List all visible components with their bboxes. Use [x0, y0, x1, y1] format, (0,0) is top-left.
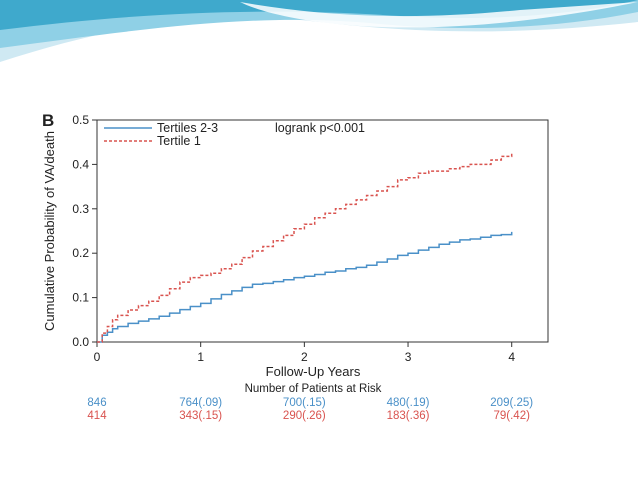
- risk-cell-r1-c1: 343(.15): [179, 410, 222, 422]
- axes: 0.0 0.1 0.2 0.3 0.4 0.5 0 1 2 3 4: [72, 113, 515, 364]
- x-tick-label-4: 4: [508, 350, 515, 364]
- y-tick-label-3: 0.3: [72, 202, 89, 216]
- y-tick-label-2: 0.2: [72, 246, 89, 260]
- risk-cell-r0-c3: 480(.19): [387, 397, 430, 409]
- risk-cell-r1-c4: 79(.42): [493, 410, 530, 422]
- logrank-annotation: logrank p<0.001: [275, 121, 365, 135]
- slide-header-wave: [0, 0, 638, 62]
- series: [97, 153, 513, 343]
- x-tick-label-3: 3: [405, 350, 412, 364]
- y-tick-label-4: 0.4: [72, 157, 89, 171]
- plot-frame: [96, 119, 549, 343]
- series-line-tertiles-2-3: [97, 231, 513, 343]
- x-tick-label-2: 2: [301, 350, 308, 364]
- header-wave-highlight: [240, 2, 638, 28]
- risk-cell-r0-c2: 700(.15): [283, 397, 326, 409]
- series-line-tertile-1: [97, 153, 513, 343]
- y-tick-label-5: 0.5: [72, 113, 89, 127]
- risk-table: 846 764(.09) 700(.15) 480(.19) 209(.25) 414 34…: [87, 397, 533, 422]
- x-axis-title: Follow-Up Years: [266, 364, 361, 379]
- legend-label-tertiles-2-3: Tertiles 2-3: [157, 121, 218, 135]
- legend-label-tertile-1: Tertile 1: [157, 134, 201, 148]
- x-tick-label-1: 1: [197, 350, 204, 364]
- y-tick-label-1: 0.1: [72, 291, 89, 305]
- risk-cell-r1-c2: 290(.26): [283, 410, 326, 422]
- panel-label: B: [42, 111, 54, 130]
- y-tick-label-0: 0.0: [72, 335, 89, 349]
- x-tick-label-0: 0: [94, 350, 101, 364]
- risk-cell-r0-c1: 764(.09): [179, 397, 222, 409]
- risk-cell-r1-c0: 414: [87, 410, 107, 422]
- risk-cell-r0-c4: 209(.25): [490, 397, 533, 409]
- risk-cell-r1-c3: 183(.36): [387, 410, 430, 422]
- header-wave-front: [0, 0, 638, 30]
- risk-table-title: Number of Patients at Risk: [245, 383, 382, 395]
- risk-cell-r0-c0: 846: [87, 397, 106, 409]
- legend: Tertiles 2-3 Tertile 1: [104, 121, 218, 148]
- y-axis-title: Cumulative Probability of VA/death: [42, 131, 57, 331]
